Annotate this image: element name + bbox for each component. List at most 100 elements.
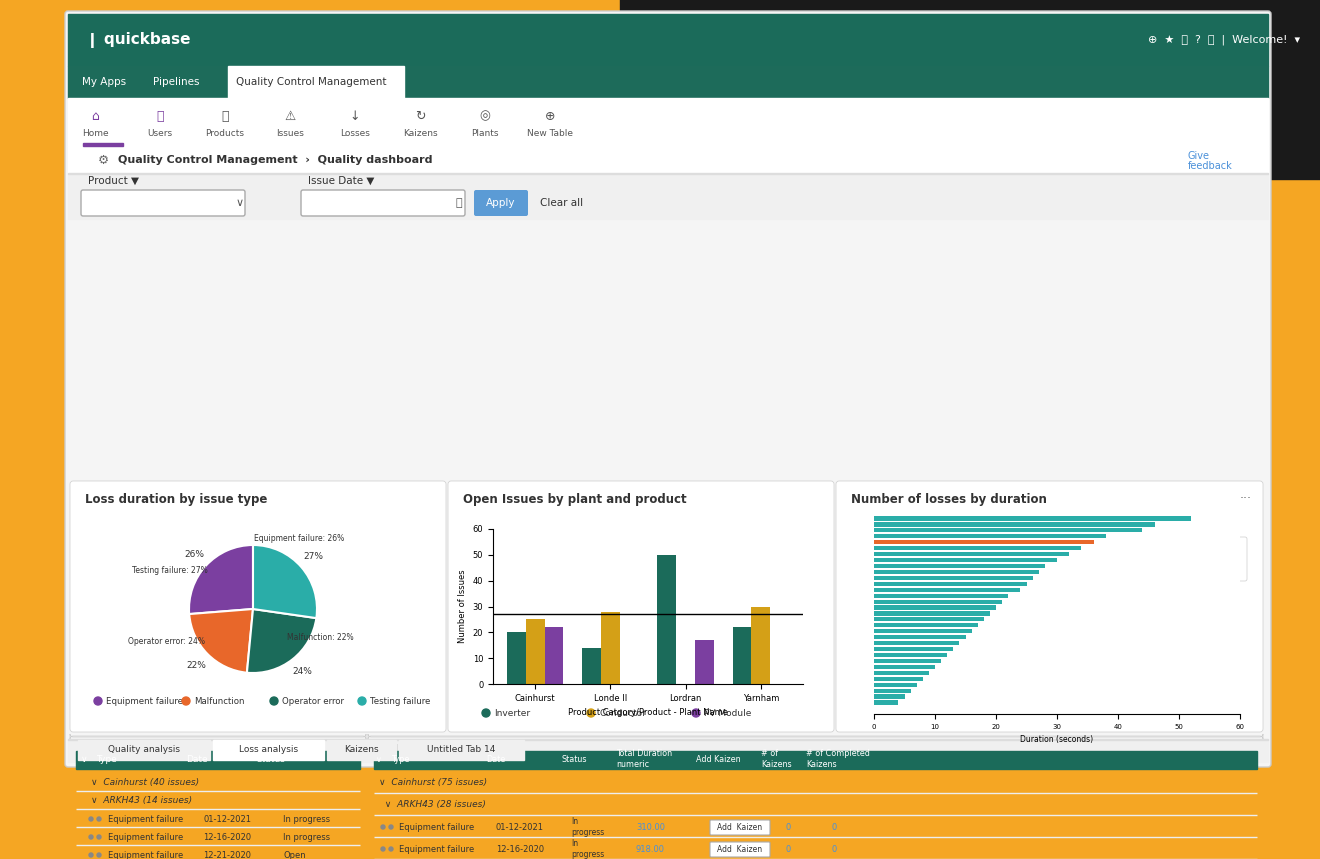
- Bar: [874, 564, 1045, 568]
- Bar: [78, 740, 210, 760]
- Text: Equipment failure: 26%: Equipment failure: 26%: [253, 534, 345, 543]
- Text: ◎: ◎: [479, 109, 491, 123]
- Text: Issue Date ▼: Issue Date ▼: [308, 176, 375, 186]
- Text: ⚙: ⚙: [98, 154, 110, 167]
- Text: 0: 0: [785, 823, 791, 832]
- Text: Quality Control Management  ›  Quality dashboard: Quality Control Management › Quality das…: [117, 155, 433, 165]
- Text: In
progress: In progress: [572, 839, 605, 859]
- Text: Pipelines: Pipelines: [153, 77, 199, 87]
- Bar: [874, 600, 1002, 604]
- Bar: [83, 143, 123, 146]
- Text: 12-21-2020: 12-21-2020: [203, 850, 251, 859]
- Text: ···: ···: [1239, 492, 1251, 505]
- Text: 0: 0: [832, 844, 837, 854]
- Bar: [399, 740, 524, 760]
- X-axis label: Product Catgory/Product - Plant Name: Product Catgory/Product - Plant Name: [568, 709, 729, 717]
- Bar: [874, 612, 990, 616]
- Bar: [874, 588, 1020, 592]
- Text: Operator error: Operator error: [282, 697, 345, 705]
- Text: ∨  ARKH43 (28 issues): ∨ ARKH43 (28 issues): [379, 801, 486, 809]
- Circle shape: [692, 709, 700, 717]
- Bar: [874, 694, 904, 698]
- Text: ∨: ∨: [376, 754, 381, 764]
- Bar: [874, 671, 929, 675]
- Text: Plants: Plants: [471, 130, 499, 138]
- Text: Date: Date: [486, 754, 506, 764]
- Bar: [545, 627, 564, 684]
- Bar: [874, 641, 960, 645]
- Bar: [601, 612, 620, 684]
- Text: # of Losses  26: # of Losses 26: [1170, 559, 1228, 569]
- Text: Status: Status: [256, 756, 285, 765]
- Text: 0: 0: [785, 844, 791, 854]
- Circle shape: [271, 697, 279, 705]
- Wedge shape: [247, 609, 317, 673]
- Text: feedback: feedback: [1188, 161, 1233, 171]
- Text: # of Completed
Kaizens: # of Completed Kaizens: [807, 749, 870, 769]
- Wedge shape: [189, 609, 253, 673]
- Bar: [874, 528, 1142, 533]
- Text: 01-12-2021: 01-12-2021: [203, 814, 251, 824]
- Text: 27%: 27%: [304, 552, 323, 561]
- Bar: [874, 606, 997, 610]
- Bar: [69, 174, 1269, 219]
- Bar: [874, 618, 983, 621]
- Text: 12-16-2020: 12-16-2020: [203, 832, 251, 842]
- Bar: [874, 689, 911, 692]
- Text: Equipment failure: Equipment failure: [106, 697, 183, 705]
- Text: Loss analysis: Loss analysis: [239, 746, 298, 754]
- Text: Quality analysis: Quality analysis: [108, 746, 180, 754]
- Text: Status: Status: [561, 754, 586, 764]
- Text: ∨  ARKH43 (14 issues): ∨ ARKH43 (14 issues): [91, 796, 193, 806]
- Text: Add  Kaizen: Add Kaizen: [718, 823, 763, 832]
- Circle shape: [1162, 561, 1168, 567]
- Text: ↻: ↻: [414, 109, 425, 123]
- Text: Product ▼: Product ▼: [88, 176, 139, 186]
- Text: Give: Give: [1188, 151, 1210, 161]
- Text: ↓: ↓: [350, 109, 360, 123]
- Text: ⌂: ⌂: [91, 109, 99, 123]
- Bar: [657, 555, 676, 684]
- Bar: [874, 659, 941, 663]
- Circle shape: [482, 709, 490, 717]
- Text: Inverter: Inverter: [494, 709, 531, 717]
- Bar: [77, 751, 360, 769]
- Text: Open: Open: [282, 850, 306, 859]
- Text: Malfunction: 22%: Malfunction: 22%: [286, 633, 354, 643]
- FancyBboxPatch shape: [70, 481, 446, 732]
- Text: # of
Kaizens: # of Kaizens: [762, 749, 792, 769]
- Bar: [874, 594, 1008, 598]
- Bar: [69, 739, 1269, 740]
- Text: Type: Type: [391, 754, 409, 764]
- Bar: [874, 570, 1039, 574]
- Circle shape: [587, 709, 595, 717]
- Bar: [69, 14, 1269, 66]
- Text: My Apps: My Apps: [82, 77, 127, 87]
- Text: 12-16-2020: 12-16-2020: [496, 844, 544, 854]
- Text: Equipment failure: Equipment failure: [399, 823, 474, 832]
- Bar: [751, 606, 770, 684]
- Circle shape: [96, 853, 102, 857]
- Text: Malfunction: Malfunction: [194, 697, 244, 705]
- FancyBboxPatch shape: [836, 481, 1263, 732]
- Text: 918.00: 918.00: [636, 844, 665, 854]
- Text: Open Issues: Open Issues: [83, 745, 164, 758]
- Bar: [327, 740, 396, 760]
- Text: Apply: Apply: [486, 198, 516, 208]
- Text: Kaizens: Kaizens: [345, 746, 379, 754]
- Text: Testing failure: Testing failure: [370, 697, 430, 705]
- Text: ∨: ∨: [81, 756, 87, 765]
- Circle shape: [389, 847, 393, 851]
- FancyBboxPatch shape: [710, 842, 770, 857]
- Circle shape: [381, 847, 385, 851]
- Text: 👤: 👤: [156, 109, 164, 123]
- Text: All losses: All losses: [381, 745, 444, 758]
- FancyBboxPatch shape: [1152, 537, 1247, 581]
- Circle shape: [88, 853, 92, 857]
- Bar: [874, 635, 965, 639]
- Text: 0: 0: [832, 823, 837, 832]
- Bar: [874, 700, 899, 704]
- Text: Equipment failure: Equipment failure: [108, 832, 183, 842]
- Text: 22%: 22%: [186, 661, 206, 670]
- Text: Users: Users: [148, 130, 173, 138]
